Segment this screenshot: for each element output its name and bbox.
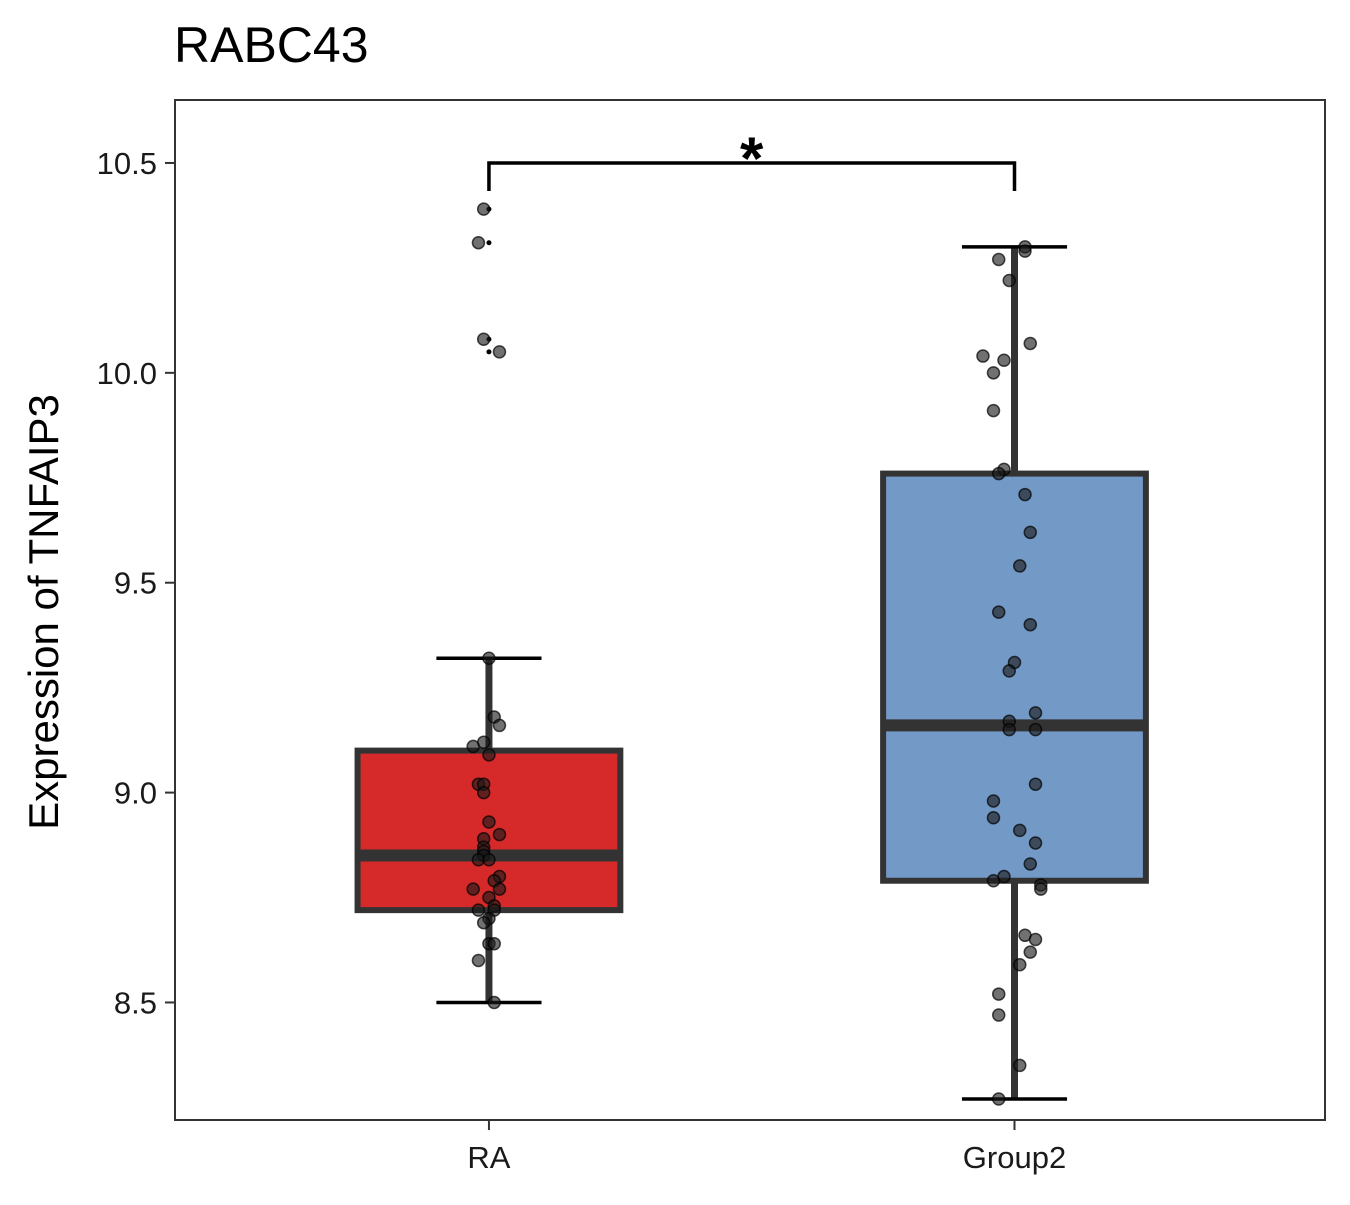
y-tick-label: 8.5 xyxy=(114,985,157,1020)
jitter-point xyxy=(1023,525,1038,540)
jitter-point xyxy=(1028,722,1043,737)
jitter-point xyxy=(1002,664,1016,678)
chart-title: RABC43 xyxy=(174,17,369,73)
jitter-point xyxy=(492,882,507,896)
jitter-point xyxy=(991,987,1006,1001)
jitter-point xyxy=(487,936,501,951)
data-points xyxy=(466,202,1048,1106)
jitter-point xyxy=(482,651,496,666)
jitter-point xyxy=(986,873,1001,888)
jitter-point xyxy=(492,345,507,359)
jitter-point xyxy=(476,915,491,930)
jitter-point xyxy=(471,953,486,968)
jitter-point xyxy=(1023,336,1038,351)
jitter-point xyxy=(986,794,1001,808)
box-ra xyxy=(354,747,624,914)
jitter-point xyxy=(1028,777,1043,791)
jitter-point xyxy=(476,202,491,216)
jitter-point xyxy=(1013,957,1027,972)
x-axis: RA Group2 xyxy=(467,1120,1066,1175)
jitter-point xyxy=(991,466,1006,481)
jitter-point xyxy=(991,605,1006,619)
jitter-point xyxy=(1018,487,1032,502)
y-tick-label: 9.5 xyxy=(114,566,157,601)
jitter-point xyxy=(492,718,507,733)
y-tick-label: 10.0 xyxy=(97,356,157,391)
jitter-point xyxy=(476,332,491,347)
y-tick-label: 9.0 xyxy=(114,776,157,811)
jitter-point xyxy=(991,252,1006,267)
y-tick-label: 10.5 xyxy=(97,146,157,181)
jitter-point xyxy=(1013,823,1027,838)
jitter-point xyxy=(471,903,486,917)
significance-annotations: * xyxy=(487,125,1017,192)
jitter-point xyxy=(487,995,501,1010)
plot-panel-border xyxy=(174,99,1326,1121)
jitter-point xyxy=(1013,559,1027,573)
jitter-point xyxy=(1013,1058,1027,1073)
y-axis-label: Expression of TNFAIP3 xyxy=(20,394,67,830)
jitter-point xyxy=(466,882,480,896)
jitter-point xyxy=(482,748,496,762)
jitter-point xyxy=(466,739,480,754)
jitter-point xyxy=(986,366,1001,380)
jitter-point xyxy=(476,785,491,800)
jitter-point xyxy=(1002,273,1016,288)
y-axis: 8.5 9.0 9.5 10.0 10.5 xyxy=(97,146,175,1020)
significance-bracket xyxy=(487,161,1017,191)
significance-label: * xyxy=(740,125,764,192)
jitter-point xyxy=(471,235,486,250)
jitter-point xyxy=(991,1092,1006,1106)
jitter-point xyxy=(1034,882,1048,896)
jitter-point xyxy=(991,1008,1006,1022)
jitter-point xyxy=(986,811,1001,825)
jitter-point xyxy=(482,853,496,867)
jitter-point xyxy=(1023,857,1038,871)
x-tick-label: Group2 xyxy=(963,1140,1066,1175)
jitter-point xyxy=(1028,836,1043,850)
jitter-point xyxy=(986,403,1001,418)
jitter-point xyxy=(1028,932,1043,947)
jitter-point xyxy=(1018,244,1032,258)
x-tick-label: RA xyxy=(467,1140,510,1175)
outlier-point xyxy=(486,240,492,246)
jitter-point xyxy=(1002,722,1016,737)
jitter-point xyxy=(997,353,1011,367)
jitter-point xyxy=(482,815,496,829)
box-group2 xyxy=(880,470,1149,884)
jitter-point xyxy=(976,349,990,363)
jitter-point xyxy=(1023,945,1038,959)
jitter-point xyxy=(1028,706,1043,720)
jitter-point xyxy=(1023,617,1038,632)
outlier-point xyxy=(486,349,492,355)
jitter-point xyxy=(492,827,507,842)
